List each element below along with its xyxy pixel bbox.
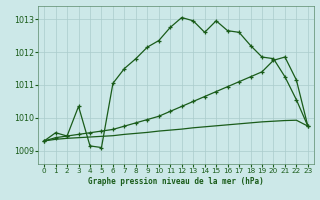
X-axis label: Graphe pression niveau de la mer (hPa): Graphe pression niveau de la mer (hPa)	[88, 177, 264, 186]
